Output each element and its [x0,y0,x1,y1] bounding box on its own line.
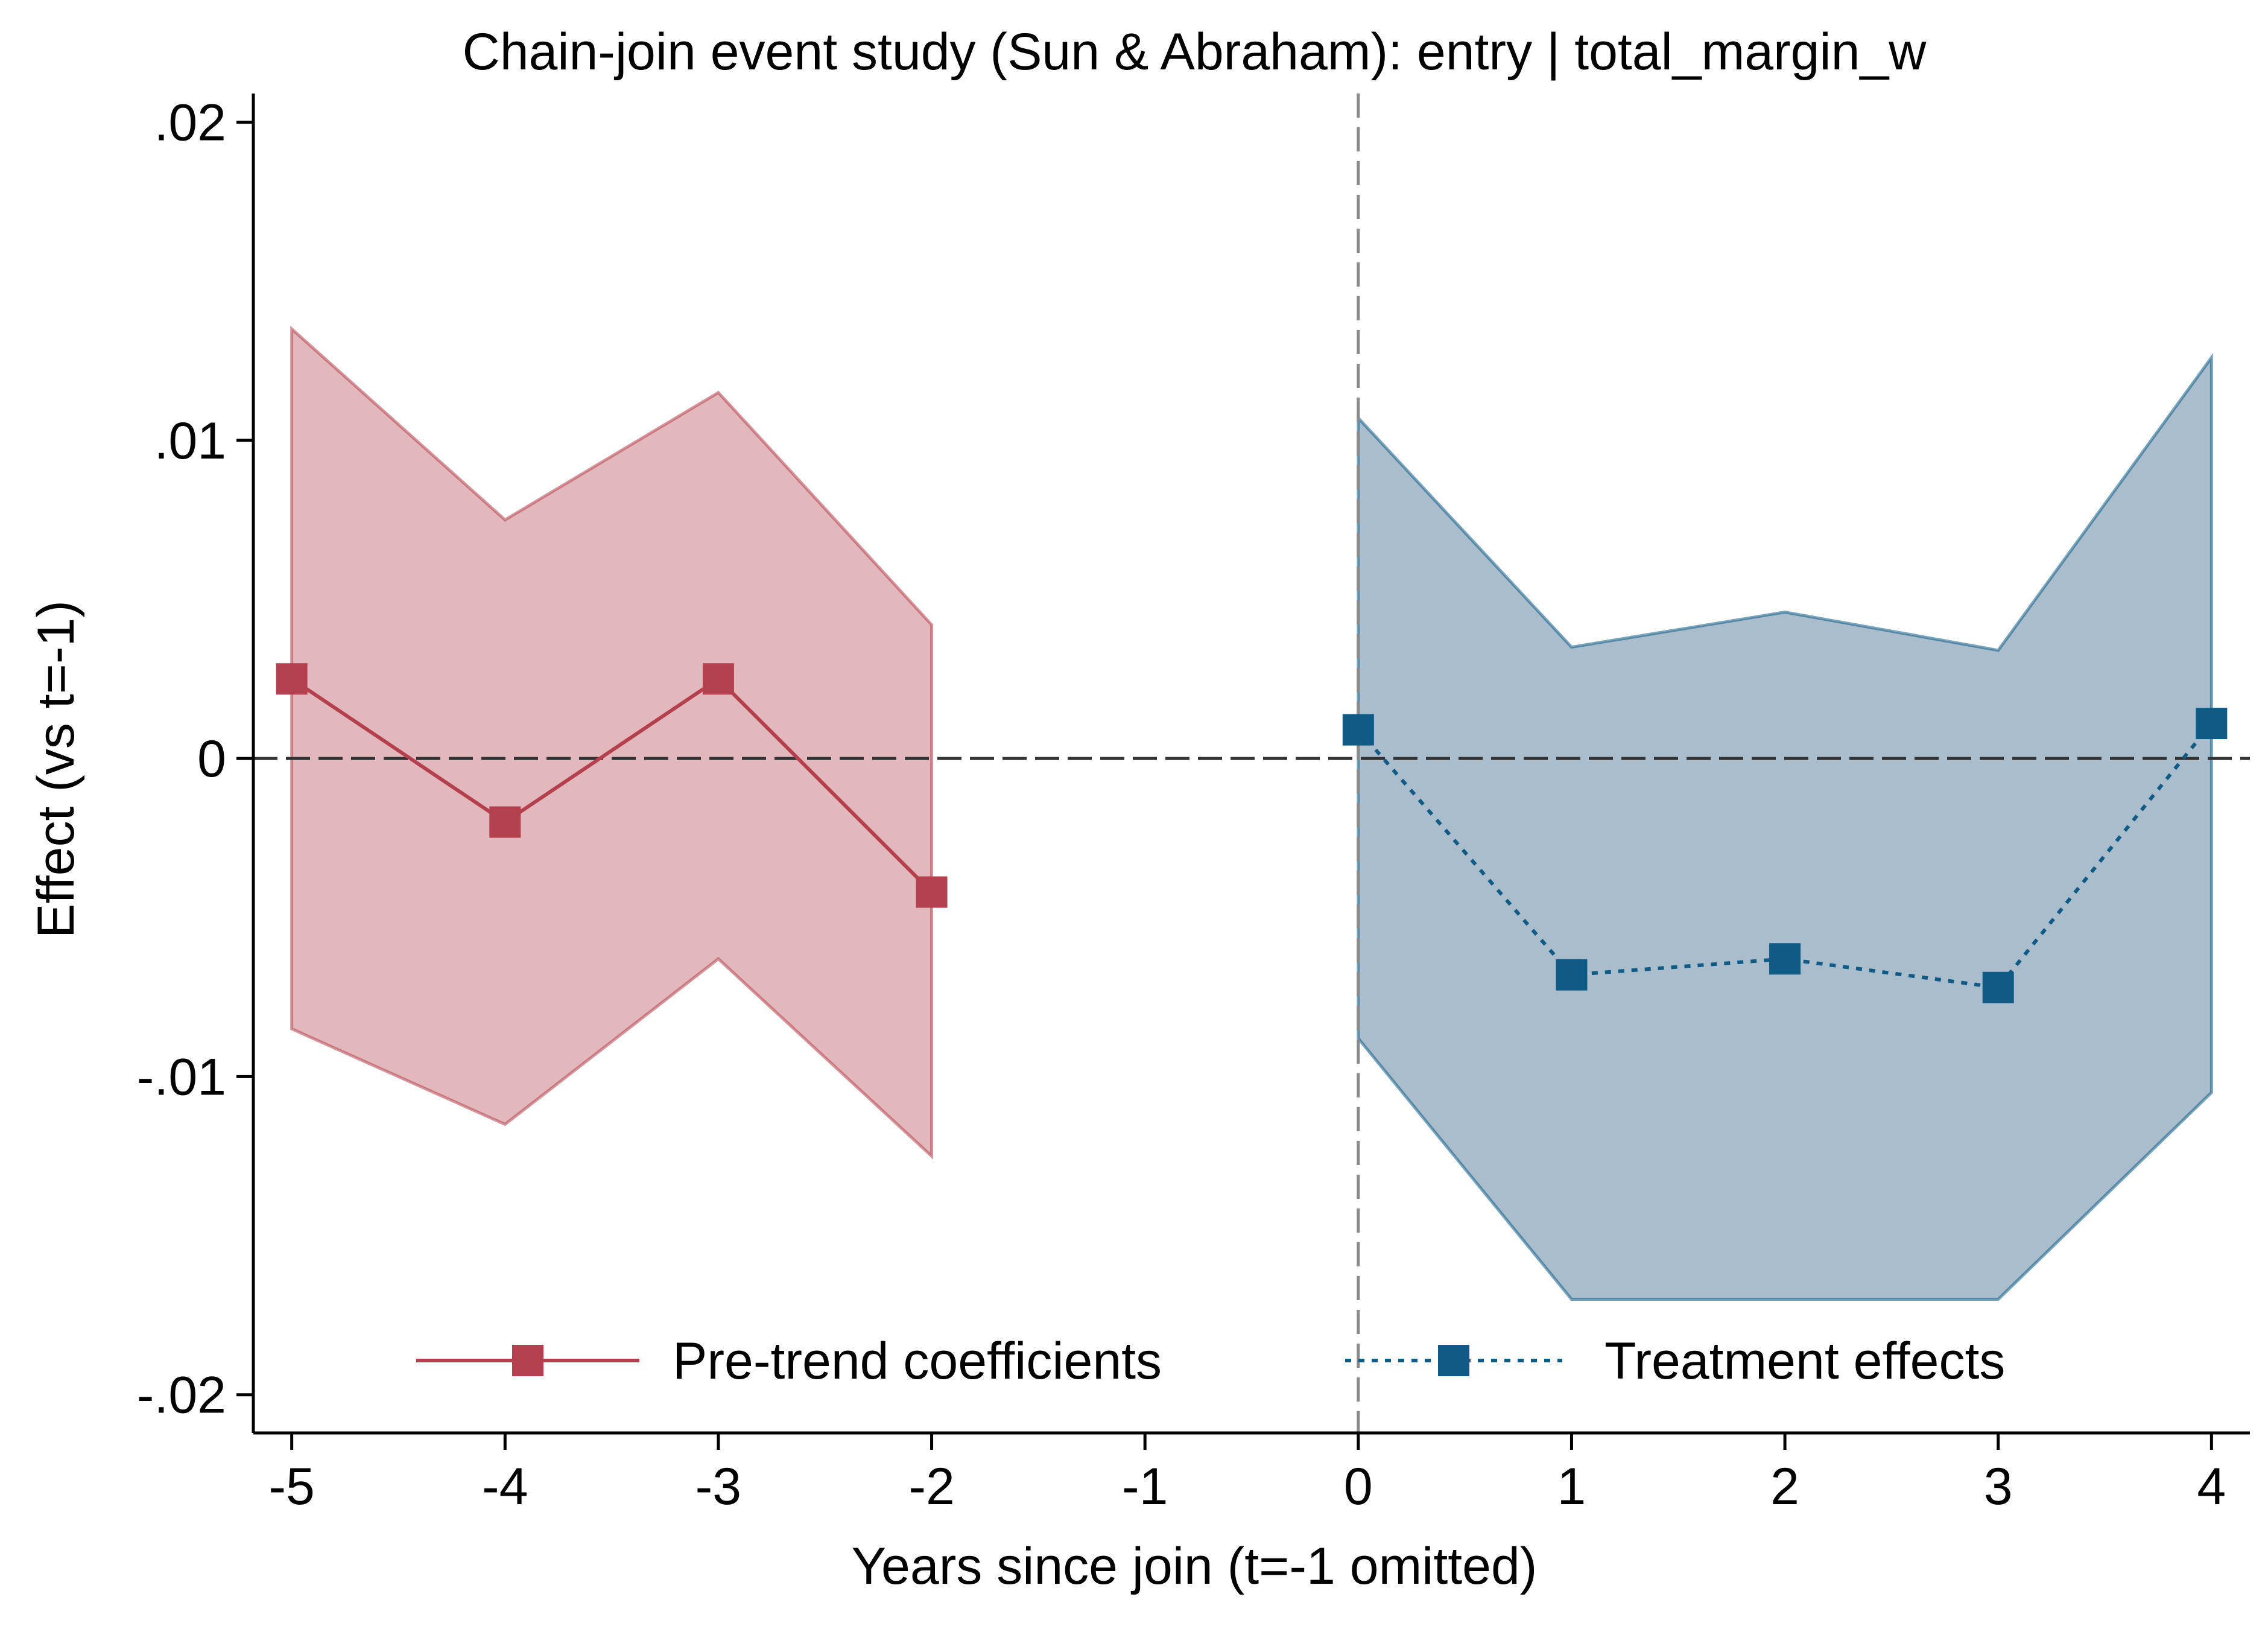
y-tick-label: .01 [154,412,226,470]
legend-marker-2 [1438,1345,1469,1376]
data-point-2-1 [1342,714,1374,746]
data-point-2-4 [1982,971,2014,1003]
y-axis-title: Effect (vs t=-1) [27,600,85,938]
x-tick-label: -5 [268,1458,314,1516]
y-tick-label: 0 [197,730,226,788]
x-tick-label: 3 [1984,1458,2013,1516]
plot-area: -.02 -.01 0 .01 .02 -5 -4 -3 -2 -1 0 1 2 3 4 [137,94,2250,1516]
legend-label-2: Treatment effects [1604,1332,2005,1390]
y-tick-label: -.01 [137,1048,226,1106]
chart-title: Chain-join event study (Sun & Abraham): … [463,23,1927,81]
x-tick-label: 4 [2197,1458,2226,1516]
ci-band-2 [1357,352,2213,1301]
data-point-1-2 [489,806,521,838]
x-tick-label: 0 [1344,1458,1373,1516]
series-line-2 [1357,722,2213,989]
x-tick-label: 2 [1770,1458,1799,1516]
legend-label-1: Pre-trend coefficients [673,1332,1162,1390]
x-tick-label: -1 [1122,1458,1168,1516]
legend: Pre-trend coefficients Treatment effects [416,1332,2005,1390]
data-point-1-4 [916,876,948,908]
x-tick-label: 1 [1557,1458,1586,1516]
data-point-1-3 [702,663,734,695]
x-tick-label: -2 [908,1458,954,1516]
data-point-2-3 [1769,943,1801,975]
y-tick-label: .02 [154,94,226,151]
ci-band-1 [290,325,934,1160]
series-line-1 [290,676,933,894]
y-tick-label: -.02 [137,1367,226,1424]
x-tick-label: -4 [482,1458,528,1516]
data-point-1-1 [276,663,308,695]
x-tick-label: -3 [695,1458,741,1516]
data-point-2-5 [2196,708,2228,740]
x-axis-title: Years since join (t=-1 omitted) [852,1537,1538,1595]
data-point-2-2 [1556,959,1588,991]
legend-marker-1 [512,1345,543,1376]
